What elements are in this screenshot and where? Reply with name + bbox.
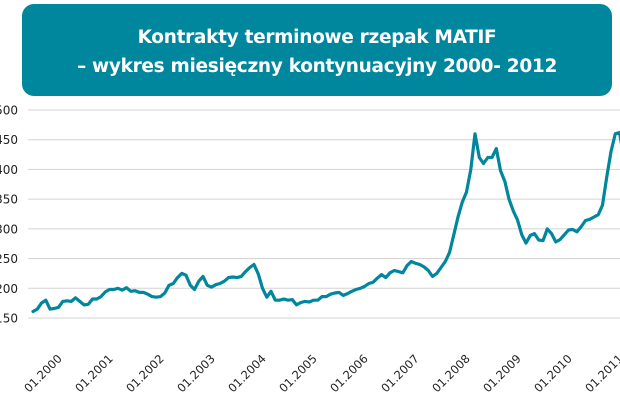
y-tick-label: 200 <box>0 282 18 296</box>
title-banner <box>22 4 612 96</box>
y-tick-label: 450 <box>0 133 18 147</box>
x-tick-label: 01.2004 <box>225 352 269 396</box>
y-tick-label: 350 <box>0 193 18 207</box>
y-tick-label: 400 <box>0 163 18 177</box>
x-tick-label: 01.2009 <box>480 352 524 396</box>
chart-title: Kontrakty terminowe rzepak MATIF <box>137 27 497 48</box>
x-tick-label: 01.2011 <box>582 352 620 396</box>
x-tick-label: 01.2008 <box>429 352 473 396</box>
x-tick-label: 01.2003 <box>174 352 218 396</box>
x-tick-label: 01.2002 <box>123 352 167 396</box>
x-tick-label: 01.2000 <box>21 352 65 396</box>
series-line <box>31 131 620 314</box>
x-tick-label: 01.2005 <box>276 352 320 396</box>
gridlines <box>28 109 620 319</box>
x-tick-label: 01.2001 <box>72 352 116 396</box>
y-tick-label: 300 <box>0 222 18 236</box>
y-tick-label: 250 <box>0 252 18 266</box>
chart-subtitle: – wykres miesięczny kontynuacyjny 2000- … <box>76 56 558 77</box>
y-tick-label: 500 <box>0 104 18 118</box>
x-tick-label: 01.2006 <box>327 352 371 396</box>
x-tick-label: 01.2010 <box>531 352 575 396</box>
y-axis-ticks: 150 200 250 300 350 400 450 500 <box>0 104 18 326</box>
x-axis-ticks: 01.2000 01.2001 01.2002 01.2003 01.2004 01.20… <box>21 352 620 396</box>
x-tick-label: 01.2007 <box>378 352 422 396</box>
y-tick-label: 150 <box>0 312 18 326</box>
